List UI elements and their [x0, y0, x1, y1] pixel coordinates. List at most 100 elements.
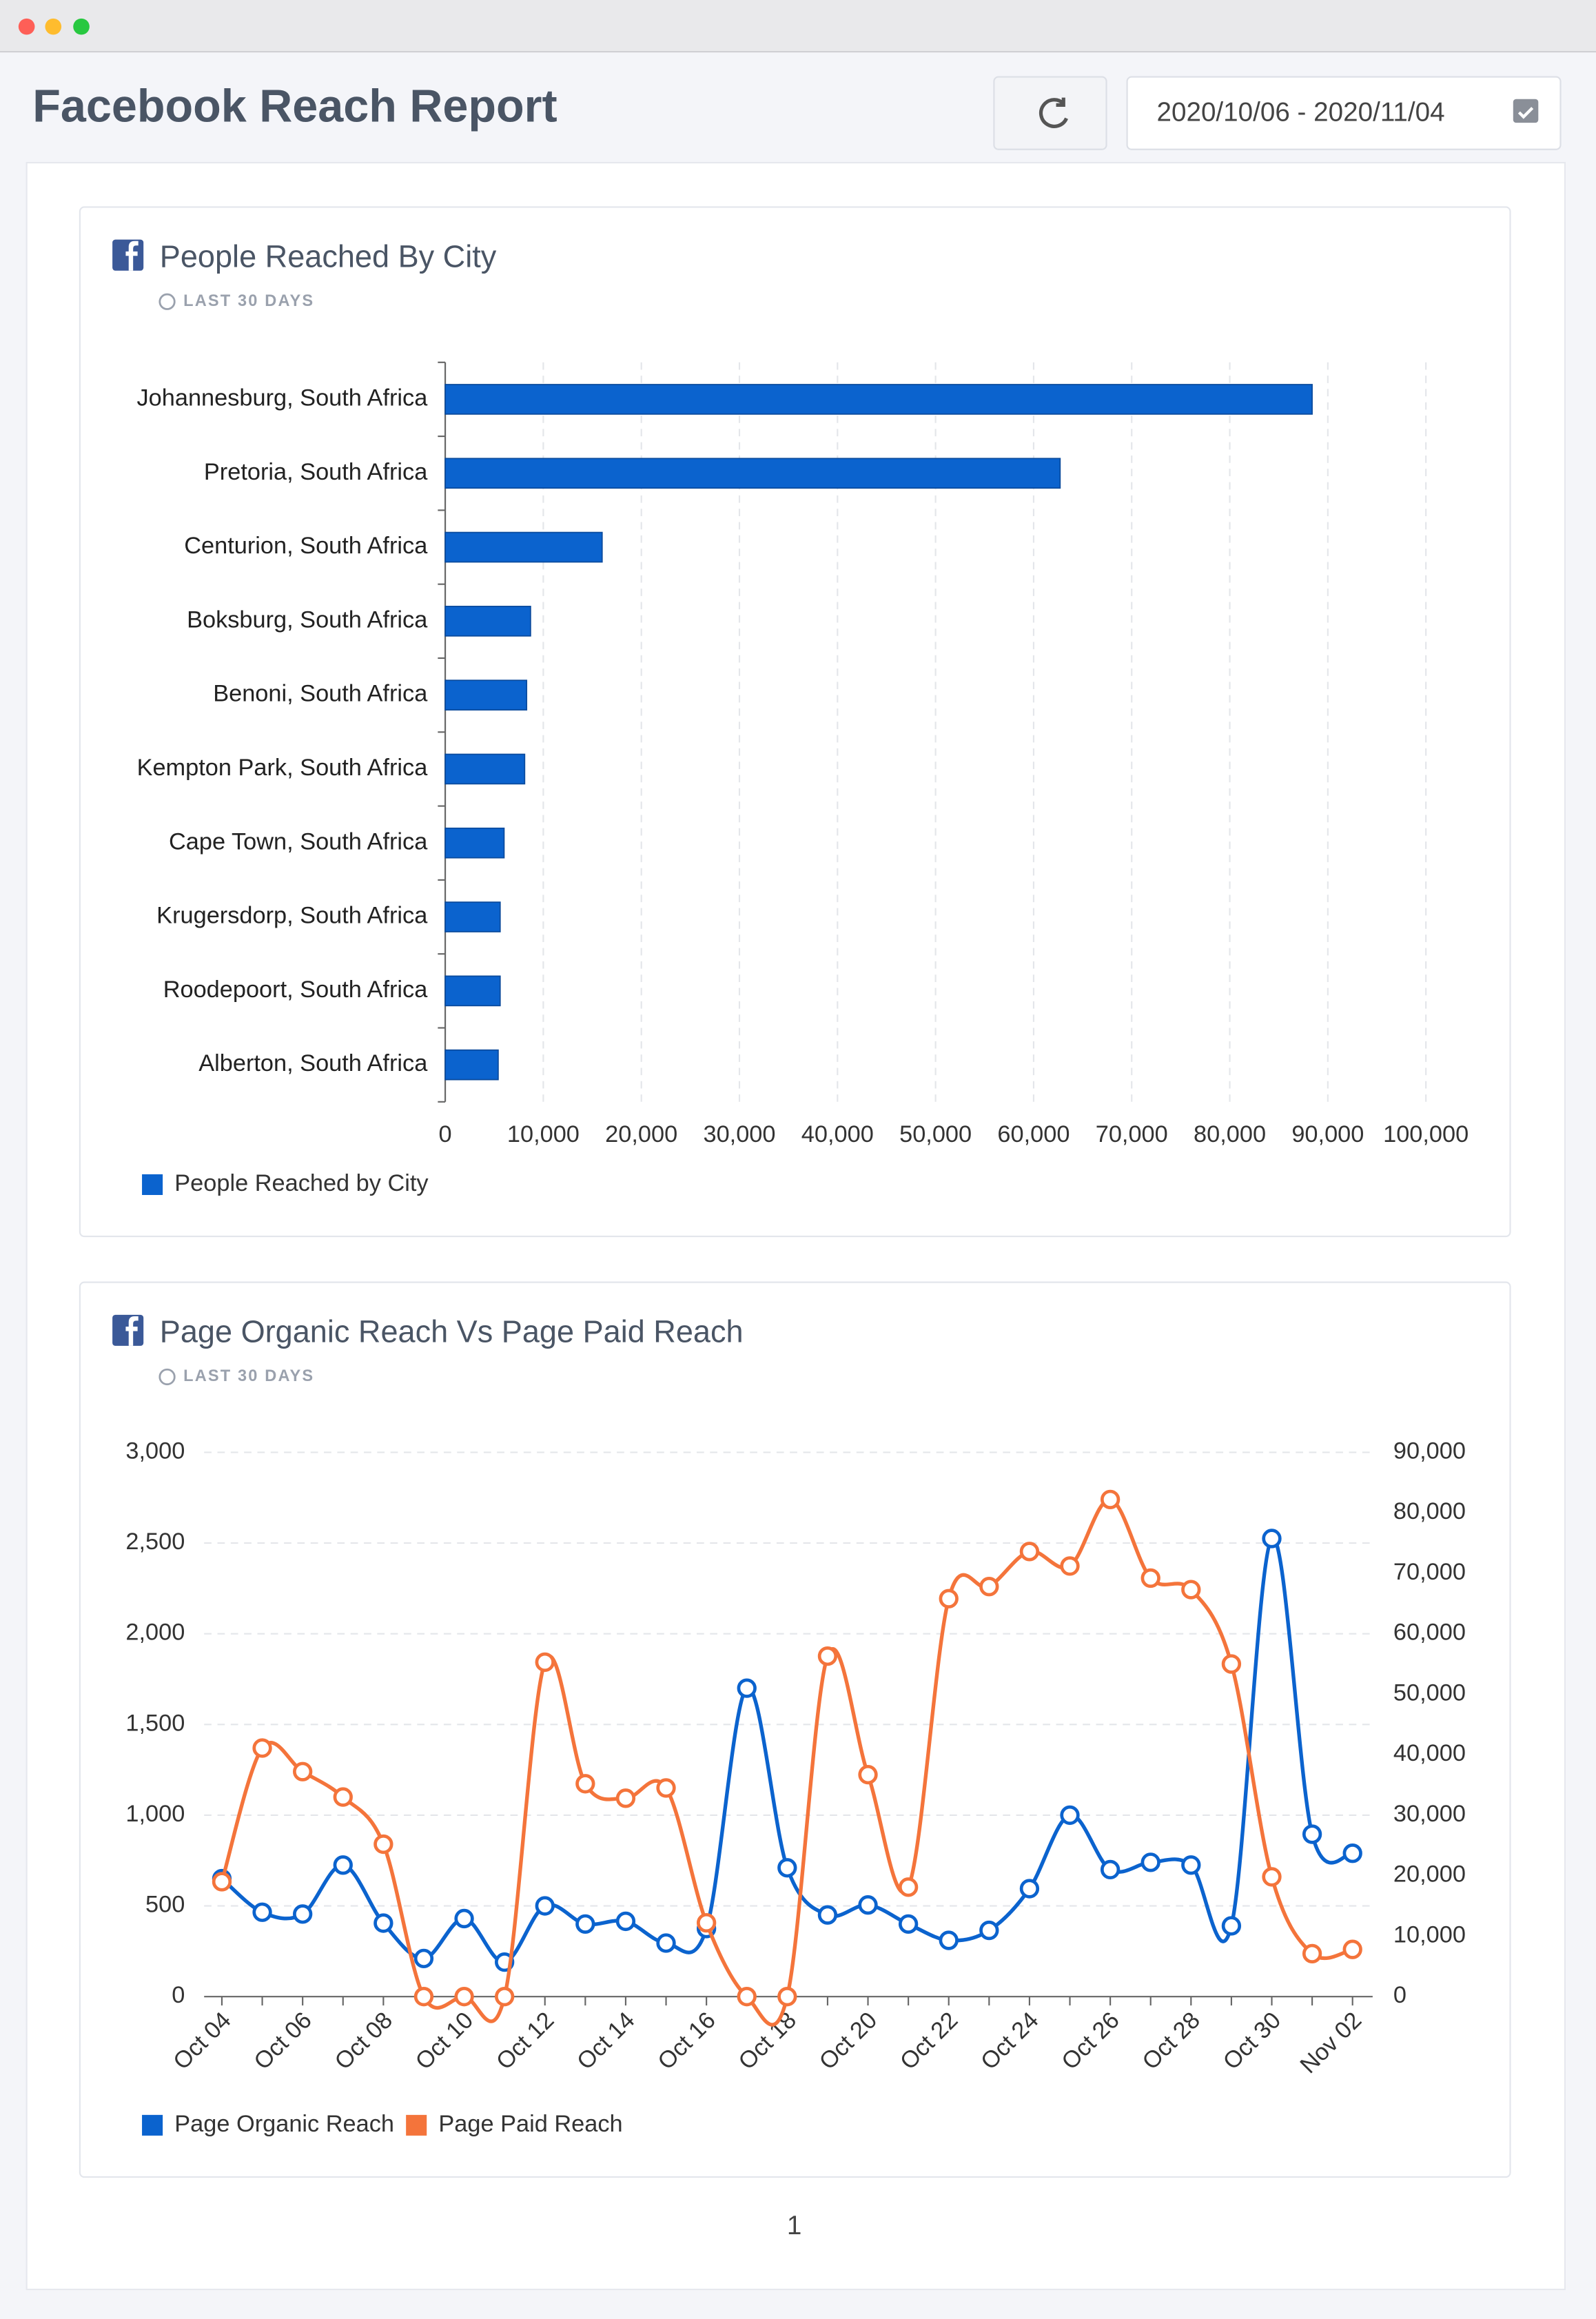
data-point	[858, 1764, 878, 1785]
bar	[444, 827, 505, 859]
data-point	[939, 1588, 959, 1608]
bar	[444, 606, 531, 637]
data-point	[1342, 1843, 1362, 1863]
y2-tick-label: 90,000	[1393, 1438, 1466, 1464]
y-tick-label: Johannesburg, South Africa	[137, 385, 429, 411]
card-subtitle: LAST 30 DAYS	[183, 1367, 314, 1385]
y-tick-label: Krugersdorp, South Africa	[156, 903, 428, 929]
data-point	[374, 1834, 393, 1855]
legend-swatch	[142, 1174, 163, 1196]
refresh-icon	[1039, 97, 1068, 128]
data-point	[1302, 1943, 1322, 1964]
data-point	[1221, 1916, 1242, 1936]
data-point	[333, 1855, 353, 1875]
data-point	[1019, 1542, 1040, 1562]
x-tick-label: 80,000	[1194, 1121, 1266, 1147]
data-point	[535, 1652, 555, 1673]
y2-tick-label: 60,000	[1393, 1620, 1466, 1646]
y2-tick-label: 40,000	[1393, 1740, 1466, 1766]
page-title: Facebook Reach Report	[32, 81, 557, 132]
y2-tick-label: 0	[1393, 1982, 1406, 2008]
y-tick-label: Pretoria, South Africa	[204, 459, 428, 485]
date-range-picker[interactable]	[1126, 76, 1562, 150]
data-point	[656, 1778, 676, 1798]
data-point	[1181, 1580, 1201, 1600]
card-subtitle: LAST 30 DAYS	[183, 292, 314, 310]
data-point	[1100, 1489, 1121, 1510]
data-point	[494, 1986, 515, 2007]
data-point	[777, 1986, 797, 2007]
data-point	[374, 1913, 393, 1933]
card-title: Page Organic Reach Vs Page Paid Reach	[160, 1314, 744, 1349]
data-point	[333, 1787, 353, 1807]
page-number[interactable]: 1	[787, 2211, 801, 2240]
data-point	[212, 1872, 232, 1892]
bar	[444, 753, 526, 785]
y2-tick-label: 50,000	[1393, 1679, 1466, 1706]
data-point	[615, 1911, 636, 1932]
x-tick-label: 40,000	[801, 1121, 874, 1147]
y2-tick-label: 30,000	[1393, 1801, 1466, 1827]
y-tick-label: 3,000	[125, 1438, 185, 1464]
data-point	[575, 1914, 595, 1934]
date-range: 2020/10/06 - 2020/11/04	[1157, 97, 1445, 127]
bar	[444, 531, 603, 563]
y-tick-label: 1,500	[125, 1710, 185, 1736]
close-dot[interactable]	[18, 18, 35, 35]
data-point	[939, 1930, 959, 1950]
y2-tick-label: 70,000	[1393, 1559, 1466, 1585]
x-tick-label: 70,000	[1096, 1121, 1168, 1147]
data-point	[696, 1912, 717, 1933]
data-point	[1019, 1879, 1040, 1899]
data-point	[454, 1986, 474, 2007]
x-tick-label: 30,000	[703, 1121, 775, 1147]
x-tick-label: 90,000	[1291, 1121, 1364, 1147]
data-point	[737, 1678, 757, 1698]
data-point	[1221, 1654, 1242, 1674]
y2-tick-label: 20,000	[1393, 1861, 1466, 1888]
data-point	[292, 1904, 313, 1924]
data-point	[535, 1896, 555, 1916]
calendar-check	[1517, 107, 1534, 119]
x-tick-label: 60,000	[997, 1121, 1070, 1147]
y-tick-label: Alberton, South Africa	[198, 1050, 428, 1076]
bar	[444, 680, 528, 711]
data-point	[1060, 1805, 1080, 1826]
y-tick-label: 2,500	[125, 1529, 185, 1555]
data-point	[656, 1933, 676, 1953]
data-point	[979, 1920, 999, 1941]
card	[79, 1281, 1511, 2178]
facebook-f	[125, 1316, 139, 1346]
data-point	[615, 1788, 636, 1808]
y-tick-label: Boksburg, South Africa	[187, 606, 428, 633]
data-point	[817, 1905, 838, 1925]
title-bar	[0, 0, 1596, 52]
data-point	[979, 1577, 999, 1597]
x-tick-label: 10,000	[507, 1121, 580, 1147]
zoom-dot[interactable]	[73, 18, 90, 35]
data-point	[737, 1986, 757, 2007]
data-point	[817, 1646, 838, 1666]
card-title: People Reached By City	[160, 238, 497, 274]
y2-tick-label: 80,000	[1393, 1498, 1466, 1524]
data-point	[898, 1877, 919, 1897]
facebook-f	[125, 241, 139, 271]
x-tick-label: 0	[439, 1121, 452, 1147]
data-point	[1140, 1568, 1160, 1588]
data-point	[1262, 1867, 1282, 1887]
x-tick-label: 20,000	[605, 1121, 677, 1147]
data-point	[1262, 1529, 1282, 1549]
data-point	[413, 1986, 434, 2007]
y-tick-label: Roodepoort, South Africa	[163, 977, 429, 1003]
y-tick-label: 500	[145, 1892, 185, 1918]
minimize-dot[interactable]	[45, 18, 62, 35]
refresh-button[interactable]	[993, 76, 1107, 150]
data-point	[898, 1914, 919, 1934]
data-point	[858, 1895, 878, 1915]
legend-swatch	[406, 2114, 427, 2136]
legend-label: People Reached by City	[174, 1170, 429, 1196]
legend-label: Page Organic Reach	[174, 2111, 394, 2137]
y-tick-label: Benoni, South Africa	[213, 681, 428, 707]
bar	[444, 1049, 499, 1081]
